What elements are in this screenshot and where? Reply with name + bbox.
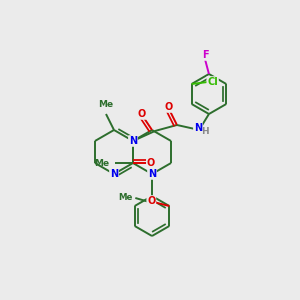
Text: Me: Me [98,100,114,109]
Text: O: O [138,109,146,119]
Text: O: O [147,196,155,206]
Text: Me: Me [118,193,132,202]
Text: Cl: Cl [207,77,218,87]
Text: O: O [147,158,155,168]
Text: Me: Me [94,158,109,167]
Text: N: N [194,123,202,133]
Text: N: N [129,136,137,146]
Text: N: N [148,169,156,179]
Text: N: N [110,169,118,179]
Text: O: O [165,102,173,112]
Text: F: F [202,50,208,60]
Text: H: H [201,128,209,136]
